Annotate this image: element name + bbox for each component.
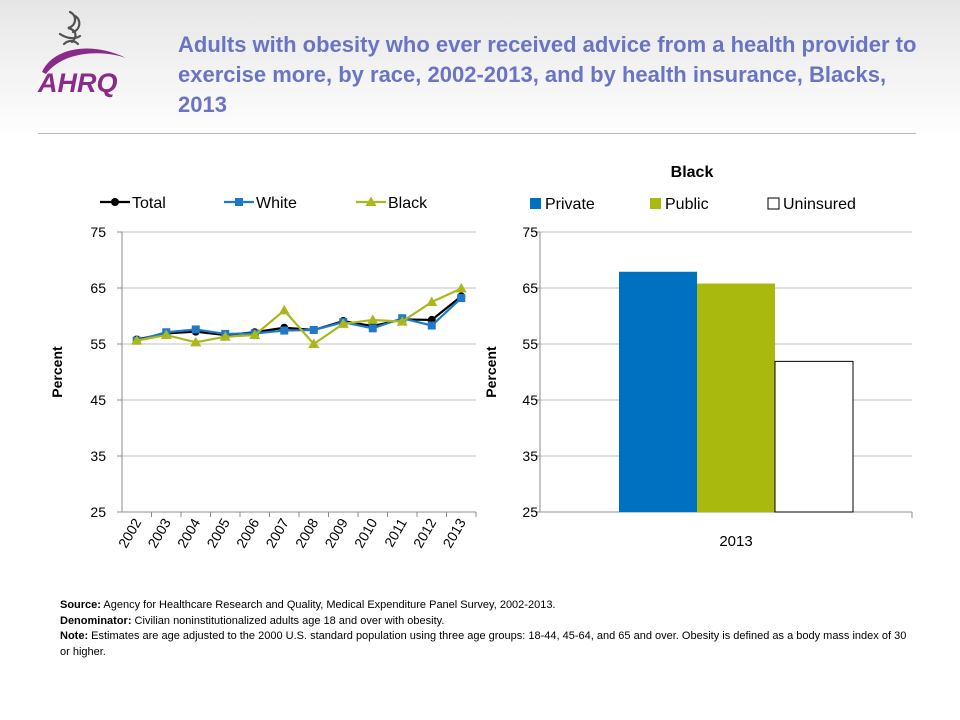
- data-point-black: [219, 331, 231, 341]
- data-point-white: [309, 326, 318, 334]
- data-point-white: [368, 324, 377, 333]
- legend-label-black: Black: [388, 195, 428, 212]
- legend-swatch-private: [530, 198, 541, 209]
- legend-label-white: White: [256, 195, 297, 212]
- hhs-ahrq-logo: AHRQ: [37, 10, 126, 98]
- logo-swoosh: [42, 48, 126, 74]
- bar-chart-y-tick-label: 25: [522, 504, 538, 520]
- line-chart-x-tick-label: 2004: [174, 515, 204, 550]
- line-chart-x-tick-label: 2005: [203, 515, 233, 550]
- legend-swatch-uninsured: [767, 197, 780, 210]
- line-chart-x-tick-label: 2011: [381, 515, 410, 549]
- note-text: Estimates are age adjusted to the 2000 U…: [60, 630, 907, 658]
- line-chart-y-tick-label: 45: [90, 392, 106, 408]
- header-band: [0, 0, 960, 140]
- denominator-note: Denominator: Civilian noninstitutionaliz…: [60, 614, 910, 630]
- line-chart-y-tick-label: 75: [90, 224, 106, 240]
- data-point-white: [457, 294, 466, 303]
- bar-chart-y-axis-label: Percent: [483, 346, 499, 398]
- bar-chart-y-tick-label: 35: [522, 448, 538, 464]
- page-title: Adults with obesity who ever received ad…: [178, 32, 917, 117]
- denominator-text: Civilian noninstitutionalized adults age…: [131, 614, 445, 627]
- line-chart-x-tick-label: 2009: [321, 515, 351, 550]
- bar-chart-y-tick-label: 75: [522, 224, 538, 240]
- bar-chart-title: Black: [671, 164, 714, 181]
- footnotes: Source: Agency for Healthcare Research a…: [60, 598, 910, 660]
- line-chart-x-tick-label: 2003: [144, 515, 174, 550]
- denominator-label: Denominator:: [60, 614, 132, 627]
- line-chart-y-tick-label: 25: [90, 504, 106, 520]
- data-point-white: [280, 326, 289, 335]
- line-chart-x-tick-label: 2007: [262, 515, 292, 550]
- line-chart-y-axis-label: Percent: [49, 346, 65, 398]
- data-point-white: [191, 325, 200, 334]
- series-line-black: [136, 287, 462, 346]
- bar-private: [619, 271, 697, 512]
- legend-label-uninsured: Uninsured: [783, 196, 856, 213]
- bar-chart-x-tick-label: 2013: [719, 533, 752, 550]
- line-chart-y-tick-label: 65: [90, 280, 106, 296]
- series-line-total: [136, 295, 462, 341]
- legend-marker-total: [111, 198, 119, 206]
- source-text: Agency for Healthcare Research and Quali…: [100, 599, 556, 611]
- logo-text: AHRQ: [37, 68, 118, 98]
- data-point-black: [278, 304, 290, 315]
- bar-chart-y-tick-label: 55: [522, 336, 538, 352]
- line-chart-x-tick-label: 2010: [351, 515, 381, 550]
- bar-chart-y-tick-label: 45: [522, 392, 538, 408]
- data-point-black: [396, 316, 408, 326]
- line-chart-x-tick-label: 2012: [410, 515, 440, 550]
- source-note: Source: Agency for Healthcare Research a…: [60, 598, 910, 614]
- bar-public: [697, 283, 775, 512]
- line-chart-y-tick-label: 35: [90, 448, 106, 464]
- data-point-white: [427, 321, 436, 330]
- bar-uninsured: [774, 360, 854, 513]
- legend-label-total: Total: [132, 195, 166, 212]
- line-chart-y-tick-label: 55: [90, 336, 106, 352]
- line-chart-x-tick-label: 2006: [233, 515, 263, 550]
- data-point-black: [337, 318, 349, 328]
- bar-chart-y-tick-label: 65: [522, 280, 538, 296]
- data-point-black: [308, 338, 320, 348]
- line-chart-x-tick-label: 2002: [115, 515, 145, 550]
- hhs-eagle-icon: [58, 10, 82, 46]
- legend-marker-white: [235, 198, 243, 206]
- data-point-black: [131, 335, 143, 345]
- method-note: Note: Estimates are age adjusted to the …: [60, 629, 910, 660]
- legend-label-private: Private: [545, 196, 595, 213]
- data-point-black: [160, 329, 172, 340]
- header-divider: [38, 133, 916, 134]
- note-label: Note:: [60, 630, 89, 642]
- line-chart-x-tick-label: 2008: [292, 515, 322, 550]
- data-point-black: [190, 336, 202, 347]
- legend-marker-black: [365, 196, 377, 206]
- source-label: Source:: [60, 599, 101, 611]
- data-point-black: [249, 329, 261, 340]
- legend-label-public: Public: [665, 196, 709, 213]
- data-point-black: [426, 296, 438, 306]
- legend-swatch-public: [650, 198, 661, 209]
- data-point-black: [455, 283, 467, 293]
- data-point-black: [367, 314, 379, 324]
- line-chart-x-tick-label: 2013: [439, 515, 469, 550]
